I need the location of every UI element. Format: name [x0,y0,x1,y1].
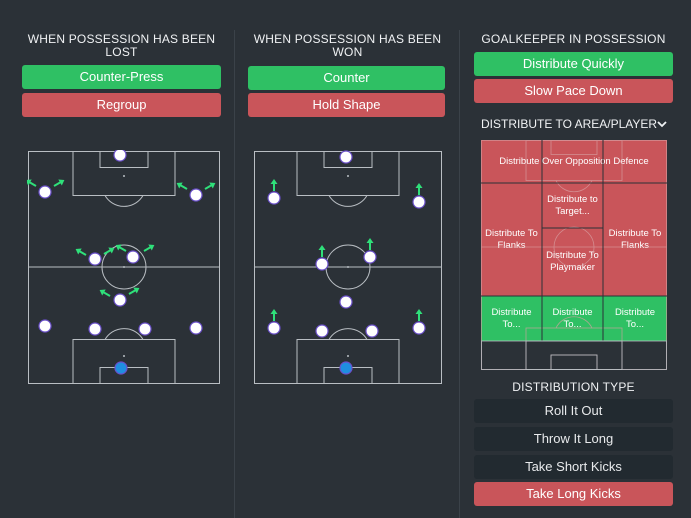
player-marker [339,150,353,164]
roll-it-out-button[interactable]: Roll It Out [474,399,673,423]
player-marker [412,195,426,209]
player-marker [412,321,426,335]
distribute-area-dropdown[interactable]: DISTRIBUTE TO AREA/PLAYER [481,117,671,131]
player-marker [339,295,353,309]
movement-arrow-icon [103,247,115,255]
zone-flanks-left[interactable]: Distribute To Flanks [481,183,542,296]
slow-pace-down-button[interactable]: Slow Pace Down [474,79,673,103]
player-marker [315,257,329,271]
zone-flanks-right[interactable]: Distribute To Flanks [603,183,667,296]
hold-shape-button[interactable]: Hold Shape [248,93,445,117]
player-marker [267,191,281,205]
movement-arrow-icon [53,179,65,187]
movement-arrow-icon [318,245,326,257]
goalkeeper-marker [339,361,353,375]
take-long-kicks-button[interactable]: Take Long Kicks [474,482,673,506]
player-marker [38,185,52,199]
throw-it-long-button[interactable]: Throw It Long [474,427,673,451]
zone-own-box [481,341,667,370]
movement-arrow-icon [366,238,374,250]
player-marker [267,321,281,335]
zone-over-defence[interactable]: Distribute Over Opposition Defence [481,140,667,183]
column-divider [459,30,460,518]
chevron-down-icon [657,121,667,128]
goalkeeper-marker [114,361,128,375]
regroup-button[interactable]: Regroup [22,93,221,117]
player-marker [315,324,329,338]
zone-target[interactable]: Distribute to Target... [542,183,603,228]
movement-arrow-icon [204,182,216,190]
movement-arrow-icon [99,150,113,152]
player-marker [363,250,377,264]
zone-to-left[interactable]: Distribute To... [481,296,542,341]
movement-arrow-icon [415,183,423,195]
movement-arrow-icon [270,309,278,321]
player-marker [189,188,203,202]
possession-won-title: WHEN POSSESSION HAS BEEN WON [253,32,442,59]
pitch-won-players [267,150,426,375]
possession-lost-title: WHEN POSSESSION HAS BEEN LOST [27,32,216,59]
player-marker [365,324,379,338]
counter-button[interactable]: Counter [248,66,445,90]
column-divider [234,30,235,518]
zone-to-right[interactable]: Distribute To... [603,296,667,341]
player-marker [113,293,127,307]
player-marker [38,319,52,333]
movement-arrow-icon [99,289,111,297]
goalkeeper-title: GOALKEEPER IN POSSESSION [481,32,666,46]
movement-arrow-icon [176,182,188,190]
zone-to-centre[interactable]: Distribute To... [542,296,603,341]
movement-arrow-icon [143,244,155,252]
player-marker [189,321,203,335]
top-bar [0,0,691,8]
distribution-pitch: Distribute Over Opposition Defence Distr… [481,140,667,370]
player-marker [126,250,140,264]
player-marker [88,322,102,336]
distribute-quickly-button[interactable]: Distribute Quickly [474,52,673,76]
movement-arrow-icon [270,179,278,191]
movement-arrow-icon [127,150,141,152]
movement-arrow-icon [115,244,127,252]
distribution-type-title: DISTRIBUTION TYPE [512,380,635,394]
movement-arrow-icon [27,179,37,187]
zone-playmaker[interactable]: Distribute To Playmaker [542,228,603,296]
movement-arrow-icon [75,248,87,256]
distribute-area-label: DISTRIBUTE TO AREA/PLAYER [481,117,658,131]
counter-press-button[interactable]: Counter-Press [22,65,221,89]
movement-arrow-icon [128,287,140,295]
player-marker [138,322,152,336]
player-marker [113,150,127,162]
player-marker [88,252,102,266]
pitch-lost-players [27,150,216,375]
movement-arrow-icon [415,309,423,321]
take-short-kicks-button[interactable]: Take Short Kicks [474,455,673,479]
